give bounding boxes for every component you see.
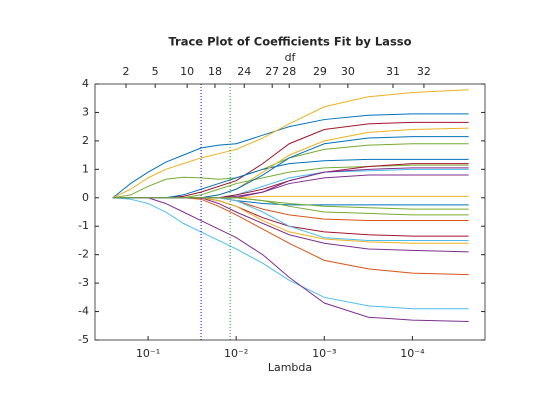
- x-tick-label: 10⁻³: [312, 347, 336, 360]
- coefficient-line: [112, 197, 469, 216]
- top-tick-label: 28: [282, 65, 296, 78]
- y-tick-label: -1: [78, 219, 89, 232]
- y-tick-label: -5: [78, 333, 89, 346]
- coefficient-line: [112, 89, 469, 199]
- coefficient-line: [112, 113, 469, 199]
- top-tick-label: 27: [265, 65, 279, 78]
- coefficient-line: [112, 127, 469, 199]
- top-tick-label: 18: [208, 65, 222, 78]
- coefficient-line: [112, 164, 469, 199]
- axes-box: [94, 83, 486, 341]
- y-tick-label: -2: [78, 248, 89, 261]
- x-tick-label: 10⁻²: [224, 347, 248, 360]
- top-tick-label: 32: [417, 65, 431, 78]
- y-tick-label: 3: [82, 105, 89, 118]
- x-axis-label: Lambda: [268, 361, 312, 374]
- y-tick-label: 2: [82, 134, 89, 147]
- y-tick-label: 0: [82, 191, 89, 204]
- x-tick-label: 10⁻¹: [136, 347, 160, 360]
- top-tick-label: 10: [180, 65, 194, 78]
- coefficient-line: [112, 174, 469, 199]
- y-tick-label: 1: [82, 162, 89, 175]
- y-tick-label: -4: [78, 305, 89, 318]
- coefficient-line: [112, 197, 469, 310]
- top-tick-label: 29: [313, 65, 327, 78]
- top-tick-label: 2: [122, 65, 129, 78]
- coefficient-line: [112, 143, 469, 199]
- top-tick-label: 5: [152, 65, 159, 78]
- y-tick-label: 4: [82, 77, 89, 90]
- x-tick-label: 10⁻⁴: [400, 347, 425, 360]
- top-tick-label: 30: [341, 65, 355, 78]
- y-tick-label: -3: [78, 276, 89, 289]
- top-axis-label: df: [285, 51, 297, 64]
- coefficient-line: [112, 121, 469, 199]
- coefficient-line: [112, 136, 469, 199]
- top-tick-label: 31: [386, 65, 400, 78]
- chart-title: Trace Plot of Coefficients Fit by Lasso: [168, 35, 411, 49]
- top-tick-label: 24: [237, 65, 251, 78]
- coefficient-line: [112, 197, 469, 323]
